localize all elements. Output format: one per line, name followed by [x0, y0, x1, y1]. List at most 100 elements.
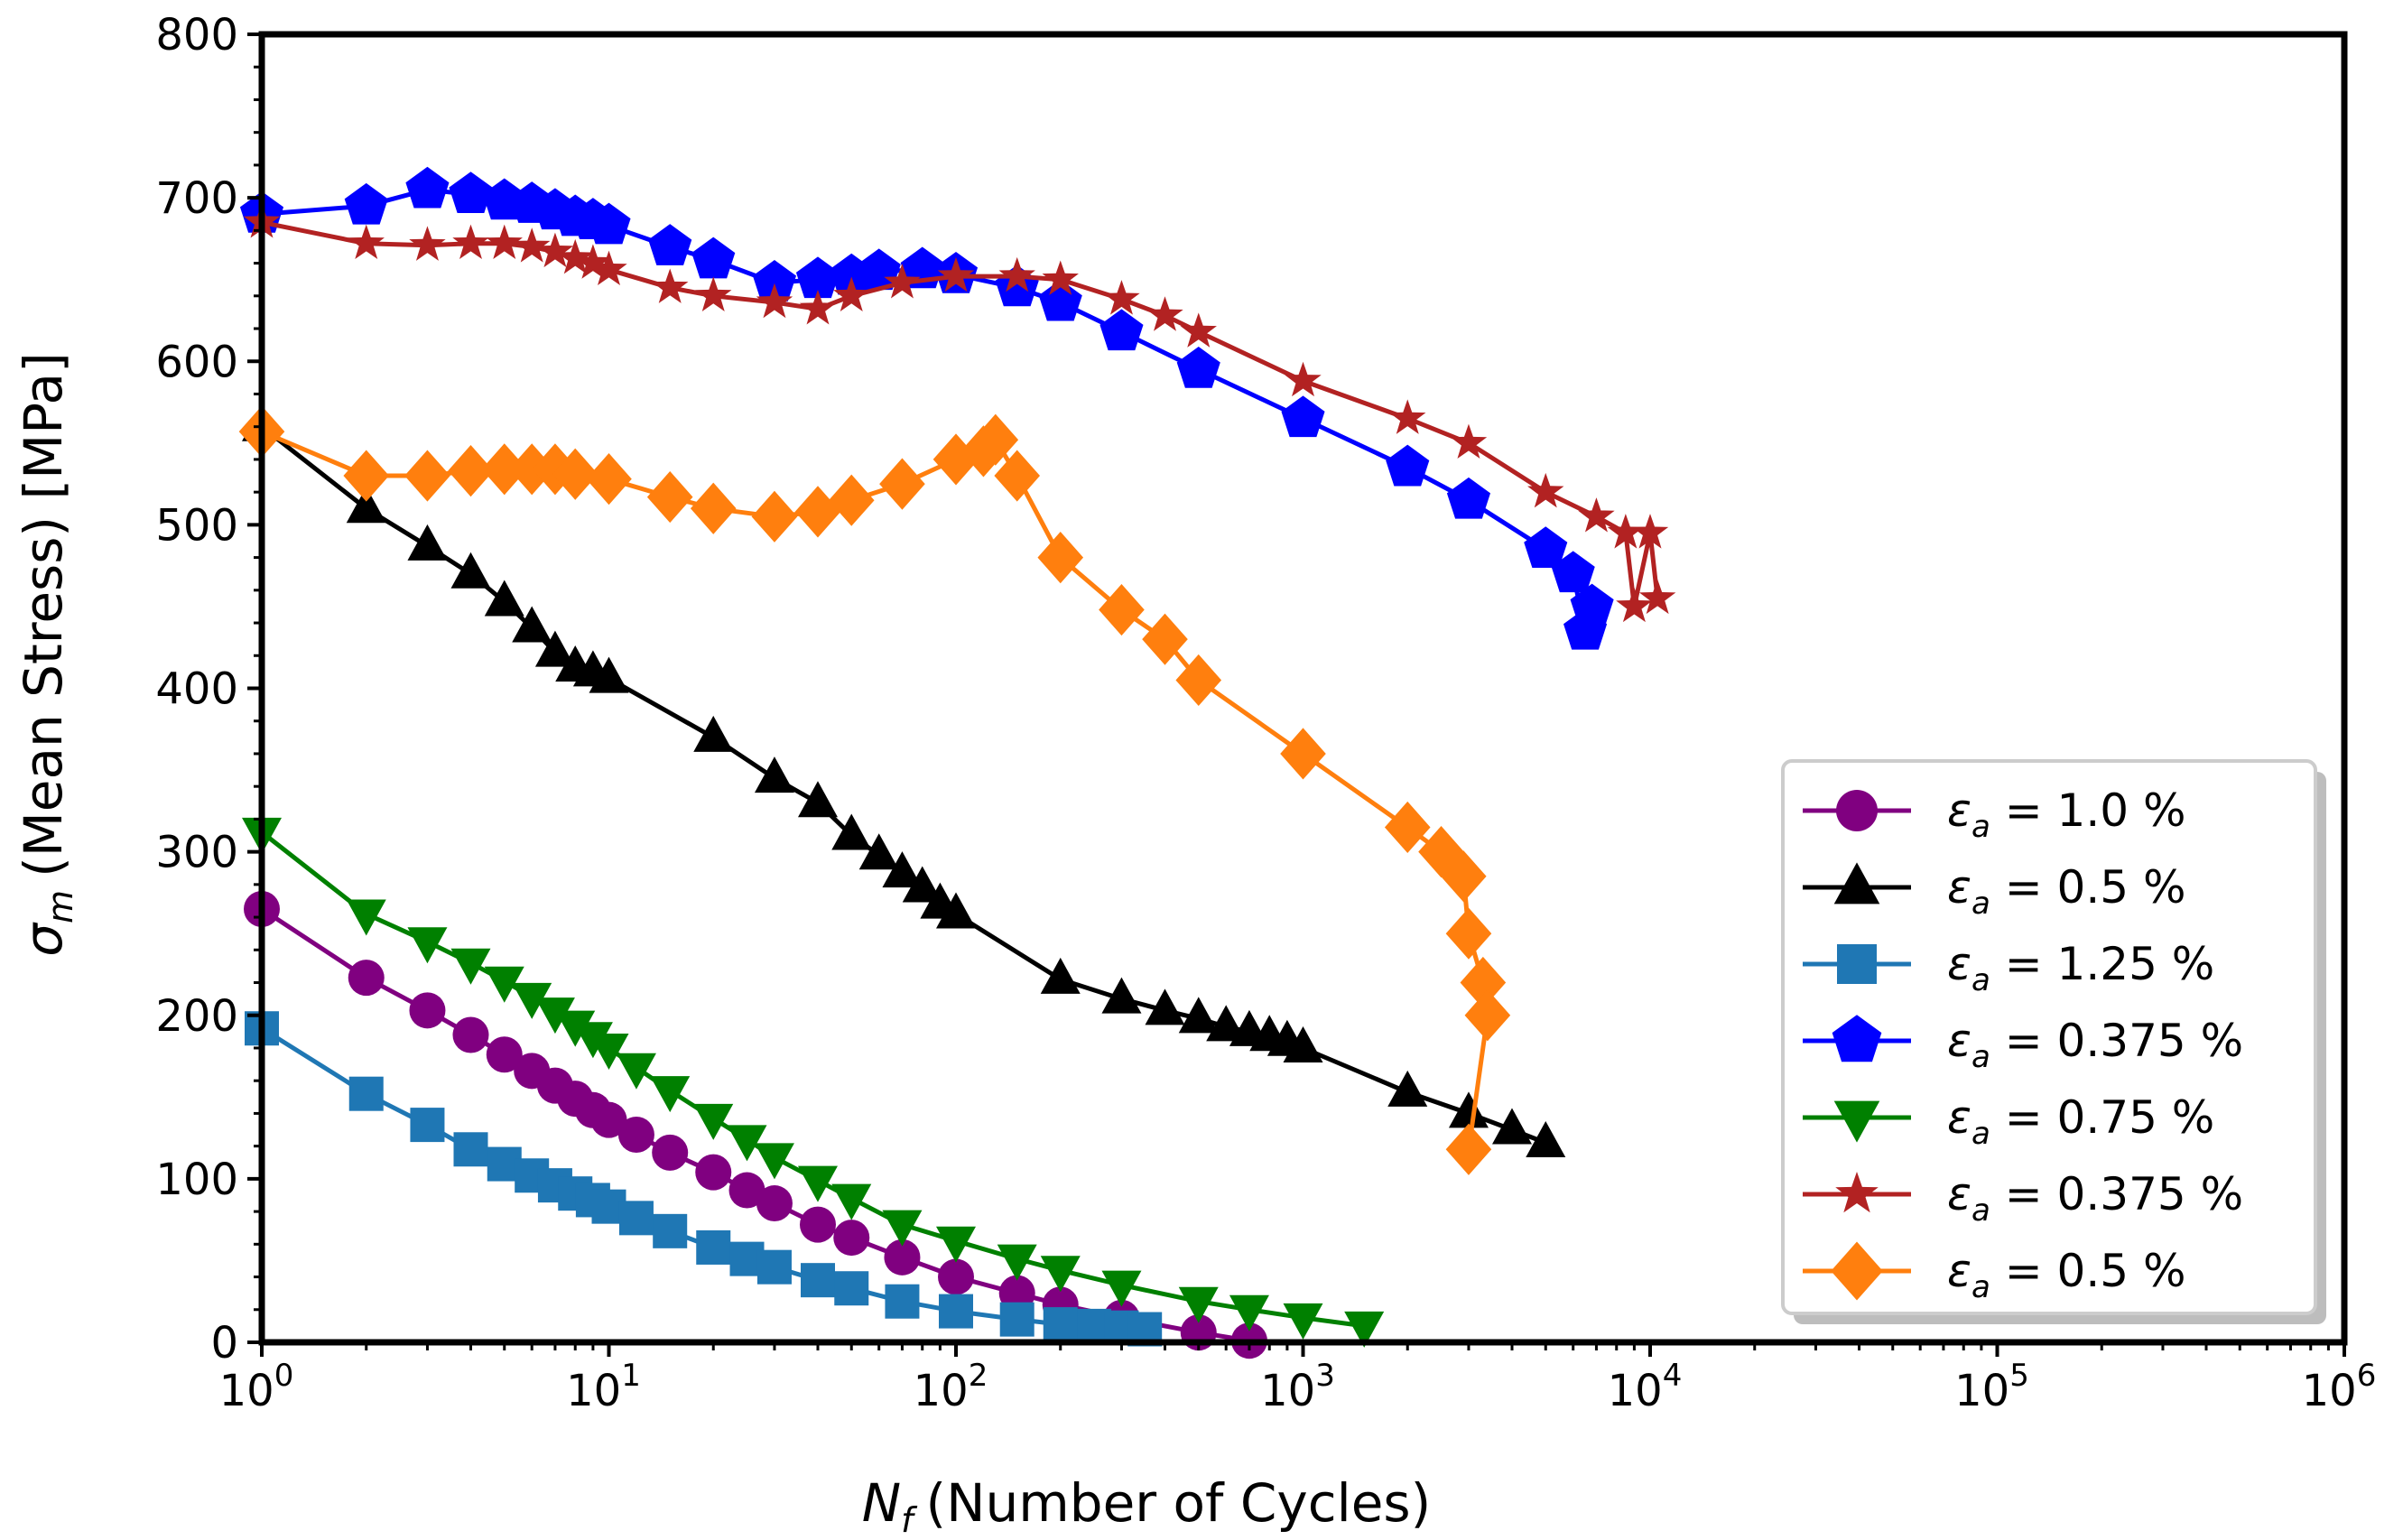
data-point: [407, 927, 448, 964]
data-point: [831, 1183, 872, 1220]
data-point: [1142, 613, 1188, 665]
data-point: [590, 250, 627, 286]
series-1: [242, 404, 1566, 1158]
data-point: [513, 227, 551, 263]
data-point: [449, 172, 493, 213]
data-point: [1445, 907, 1492, 960]
data-point: [1551, 551, 1595, 593]
data-point: [646, 470, 693, 524]
y-tick-label: 600: [155, 337, 238, 387]
data-point: [756, 1185, 793, 1222]
data-point: [695, 276, 732, 311]
data-point: [1043, 1307, 1078, 1342]
data-point: [936, 1226, 976, 1263]
x-tick-label: 103: [1260, 1358, 1335, 1416]
data-point: [557, 238, 594, 274]
data-point: [800, 1263, 835, 1298]
legend-marker: [1837, 944, 1877, 984]
data-point: [648, 224, 692, 265]
data-point: [1448, 1091, 1489, 1128]
data-point: [994, 450, 1041, 502]
x-tick-label: 105: [1954, 1358, 2029, 1416]
data-point: [1145, 988, 1185, 1025]
data-point: [1178, 997, 1219, 1034]
data-point: [448, 445, 494, 497]
data-point: [589, 1033, 629, 1070]
data-point: [346, 487, 386, 524]
data-point: [1285, 361, 1322, 397]
data-point: [833, 276, 870, 311]
legend-entry: εa = 0.375 %: [1803, 1015, 2243, 1075]
data-point: [1101, 977, 1142, 1014]
data-point: [797, 1165, 838, 1202]
data-point: [555, 1010, 596, 1047]
x-tick-label: 100: [219, 1358, 294, 1416]
legend-label: εa = 0.5 %: [1947, 861, 2185, 922]
data-point: [1037, 532, 1084, 584]
legend-entry: εa = 1.0 %: [1803, 784, 2185, 845]
legend: εa = 1.0 % εa = 0.5 % εa = 1.25 % εa = 0.37…: [1781, 759, 2326, 1324]
data-point: [997, 1244, 1037, 1281]
data-point: [348, 1076, 384, 1111]
data-point: [833, 1220, 870, 1257]
data-point: [1281, 395, 1325, 438]
data-point: [691, 237, 736, 279]
data-point: [938, 1258, 974, 1295]
data-point: [618, 1201, 654, 1236]
data-point: [534, 997, 575, 1034]
data-point: [1570, 583, 1614, 626]
data-point: [1446, 477, 1491, 519]
data-point: [1099, 583, 1145, 636]
data-point: [1386, 444, 1430, 487]
data-point: [650, 1076, 691, 1113]
data-point: [1175, 654, 1222, 707]
data-point: [651, 268, 689, 303]
data-point: [450, 552, 491, 589]
data-point: [727, 1125, 767, 1162]
data-point: [532, 443, 579, 496]
data-point: [693, 1103, 734, 1140]
series-5: [243, 203, 1676, 623]
data-point: [1524, 526, 1568, 569]
data-point: [344, 182, 388, 225]
data-point: [508, 443, 555, 496]
data-point: [453, 1132, 488, 1167]
data-point: [885, 1284, 920, 1319]
data-point: [409, 992, 446, 1029]
data-point: [653, 1213, 688, 1248]
data-point: [751, 490, 798, 543]
data-point: [794, 486, 841, 538]
y-tick-label: 200: [155, 991, 238, 1042]
x-tick-label: 101: [566, 1358, 641, 1416]
data-point: [754, 756, 794, 793]
data-point: [882, 851, 923, 888]
data-point: [348, 960, 385, 997]
y-tick-label: 400: [155, 664, 238, 715]
data-point: [1616, 587, 1653, 623]
data-point: [1526, 1121, 1566, 1158]
data-point: [1099, 309, 1144, 351]
data-point: [410, 1108, 445, 1143]
data-point: [972, 413, 1019, 466]
data-point: [534, 630, 575, 667]
data-point: [879, 458, 925, 510]
data-point: [481, 443, 528, 496]
data-point: [589, 656, 629, 693]
data-point: [1445, 1123, 1492, 1175]
legend-label: εa = 0.375 %: [1947, 1015, 2243, 1075]
data-point: [1389, 399, 1426, 434]
legend-marker: [1831, 1241, 1883, 1301]
data-point: [616, 1053, 656, 1090]
data-point: [858, 833, 899, 870]
data-point: [828, 474, 875, 526]
data-point: [484, 966, 524, 1003]
legend-entry: εa = 0.5 %: [1803, 1241, 2185, 1305]
data-point: [1464, 989, 1511, 1042]
data-point: [1038, 279, 1082, 321]
y-tick-label: 800: [155, 10, 238, 60]
data-point: [797, 781, 838, 818]
data-point: [486, 224, 523, 260]
data-point: [409, 226, 446, 261]
data-point: [1450, 423, 1488, 459]
